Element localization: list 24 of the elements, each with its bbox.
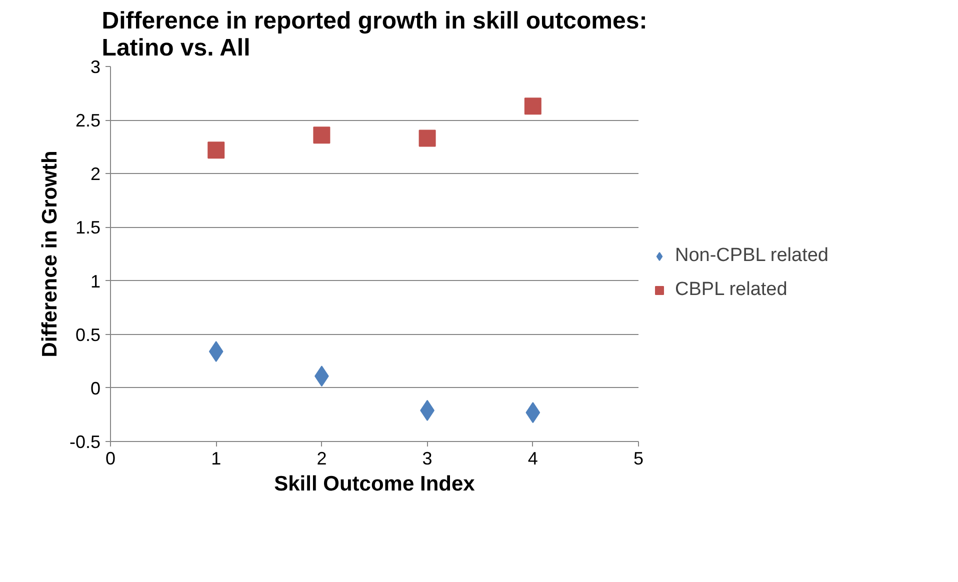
point bbox=[313, 126, 330, 144]
chart-title: Difference in reported growth in skill outcomes: Latino vs. All bbox=[102, 8, 648, 62]
y-tick-label: 2.5 bbox=[75, 110, 101, 131]
legend-label: Non-CPBL related bbox=[675, 245, 828, 267]
x-tick-label: 0 bbox=[105, 448, 116, 468]
y-tick-label: 0 bbox=[90, 378, 101, 398]
x-tick-label: 3 bbox=[422, 448, 432, 468]
point bbox=[208, 341, 224, 362]
x-tick-label: 2 bbox=[316, 448, 327, 468]
point bbox=[524, 98, 542, 115]
point bbox=[208, 142, 225, 159]
x-tick-label: 5 bbox=[633, 448, 644, 468]
y-tick-label: 3 bbox=[90, 57, 101, 77]
y-axis-title: Difference in Growth bbox=[38, 150, 62, 358]
x-axis-title: Skill Outcome Index bbox=[274, 472, 476, 496]
y-tick-label: 1.5 bbox=[75, 218, 101, 238]
point bbox=[418, 130, 436, 147]
x-tick-label: 1 bbox=[211, 448, 222, 468]
legend-label: CBPL related bbox=[675, 279, 788, 301]
x-tick-label: 4 bbox=[528, 448, 538, 468]
y-tick-label: 1 bbox=[90, 271, 101, 292]
y-tick-label: 2 bbox=[90, 164, 101, 184]
y-tick-label: 0.5 bbox=[75, 324, 101, 345]
y-tick-label: -0.5 bbox=[69, 432, 101, 452]
